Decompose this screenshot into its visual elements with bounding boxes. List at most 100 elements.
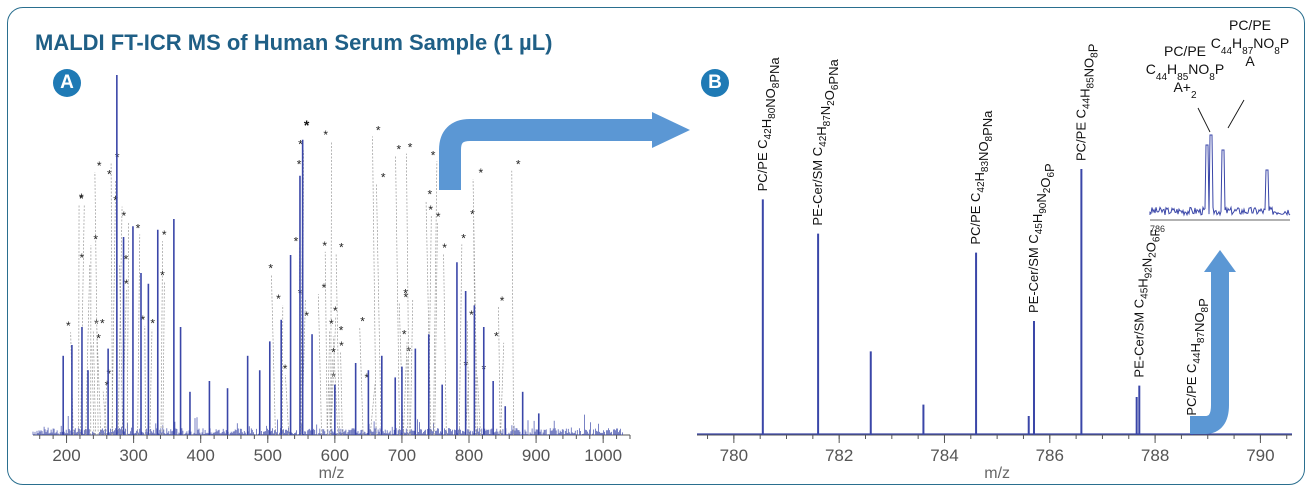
dashed-peak-line-a bbox=[500, 342, 505, 436]
dashed-peak-line-a bbox=[330, 316, 337, 436]
dashed-peak-line-a bbox=[458, 244, 463, 436]
inset-label-right: PC/PE bbox=[1229, 17, 1271, 33]
peak-asterisk-a: * bbox=[470, 208, 475, 222]
peak-asterisk-a: * bbox=[298, 138, 303, 152]
inset-axis-label: 786 bbox=[1150, 224, 1165, 234]
inset-label-right: C44H87NO8P bbox=[1211, 35, 1289, 57]
dashed-peak-line-a bbox=[473, 220, 477, 436]
peak-asterisk-a: * bbox=[100, 316, 105, 330]
peak-asterisk-a: * bbox=[360, 314, 365, 328]
dashed-peak-line-a bbox=[425, 200, 432, 436]
peak-asterisk-a: * bbox=[469, 308, 474, 322]
dashed-peak-line-a bbox=[160, 241, 163, 436]
dashed-peak-line-a bbox=[92, 329, 97, 436]
dashed-peak-line-a bbox=[119, 265, 123, 436]
dashed-peak-line-a bbox=[406, 153, 410, 436]
x-tick-label-a: 300 bbox=[119, 446, 147, 465]
inset-label-left: C44H85NO8P bbox=[1146, 61, 1224, 83]
dashed-peak-line-a bbox=[335, 253, 340, 436]
peak-asterisk-a: * bbox=[294, 235, 299, 249]
dashed-peak-line-a bbox=[317, 294, 322, 436]
x-tick-label-a: 200 bbox=[52, 446, 80, 465]
dashed-peak-line-a bbox=[328, 383, 331, 436]
dashed-peak-line-a bbox=[410, 299, 414, 436]
dashed-peak-line-a bbox=[149, 329, 153, 436]
x-tick-label-a: 800 bbox=[455, 446, 483, 465]
dashed-peak-line-a bbox=[359, 327, 364, 436]
x-tick-label-a: 700 bbox=[388, 446, 416, 465]
peak-asterisk-a: * bbox=[94, 317, 99, 331]
x-axis-label-b: m/z bbox=[984, 465, 1010, 482]
inset-label-left: A+2 bbox=[1173, 79, 1197, 101]
x-tick-label-a: 1000 bbox=[584, 446, 622, 465]
peak-asterisk-a: * bbox=[276, 292, 281, 306]
x-tick-label-b: 780 bbox=[720, 446, 748, 465]
peak-asterisk-a: * bbox=[124, 277, 129, 291]
dashed-peak-line-a bbox=[122, 290, 127, 436]
dashed-peak-line-a bbox=[434, 223, 438, 436]
peak-asterisk-a: * bbox=[304, 309, 309, 323]
inset-arrow-right bbox=[1227, 99, 1245, 129]
peak-asterisk-a: * bbox=[329, 317, 334, 331]
peak-asterisk-a: * bbox=[79, 191, 84, 205]
peak-asterisk-a: * bbox=[478, 166, 483, 180]
x-tick-label-b: 788 bbox=[1141, 446, 1169, 465]
dashed-peak-line-a bbox=[111, 180, 116, 436]
dashed-peak-line-a bbox=[330, 358, 333, 436]
dashed-peak-line-a bbox=[466, 321, 470, 436]
dashed-peak-line-a bbox=[91, 344, 95, 436]
peak-asterisk-a: * bbox=[124, 252, 129, 266]
peak-asterisk-a: * bbox=[339, 240, 344, 254]
dashed-peak-line-a bbox=[330, 140, 332, 436]
peak-label-b: PC/PE C42H80NO8PNa bbox=[755, 57, 782, 192]
peak-asterisk-a: * bbox=[442, 241, 447, 255]
peak-asterisk-a: * bbox=[79, 251, 84, 265]
panel-b-badge: B bbox=[701, 69, 729, 97]
peak-asterisk-a: * bbox=[402, 327, 407, 341]
dashed-peak-line-a bbox=[433, 161, 438, 436]
peak-asterisk-a: * bbox=[107, 367, 112, 381]
peak-asterisk-a: * bbox=[516, 158, 521, 172]
dashed-peak-line-a bbox=[85, 263, 91, 436]
x-tick-label-a: 400 bbox=[187, 446, 215, 465]
figure-title: MALDI FT-ICR MS of Human Serum Sample (1… bbox=[35, 30, 553, 55]
x-tick-label-a: 900 bbox=[522, 446, 550, 465]
peak-label-b: PE-Cer/SM C42H87N2O6PNa bbox=[810, 59, 841, 226]
peak-asterisk-a: * bbox=[403, 286, 408, 300]
peak-asterisk-a: * bbox=[403, 290, 408, 304]
peak-asterisk-a: * bbox=[283, 362, 288, 376]
peak-asterisk-a: * bbox=[96, 331, 101, 345]
peak-asterisk-a: * bbox=[66, 319, 71, 333]
inset-label-left: PC/PE bbox=[1164, 43, 1206, 59]
peak-asterisk-a: * bbox=[333, 304, 338, 318]
dashed-peak-line-a bbox=[443, 253, 447, 436]
dashed-peak-line-a bbox=[70, 332, 74, 436]
peak-asterisk-a: * bbox=[160, 269, 165, 283]
panel-link-arrow-shaft bbox=[439, 119, 655, 190]
peak-asterisk-a: * bbox=[136, 221, 141, 235]
peak-asterisk-a: * bbox=[408, 141, 413, 155]
peak-label-b: PE-Cer/SM C45H92N2O6P bbox=[1131, 228, 1162, 378]
dashed-peak-line-a bbox=[372, 136, 377, 436]
dashed-peak-line-a bbox=[403, 340, 408, 436]
main-peak-asterisk-a: * bbox=[304, 117, 310, 133]
peak-asterisk-a: * bbox=[113, 194, 118, 208]
peak-asterisk-a: * bbox=[494, 330, 499, 344]
dashed-peak-line-a bbox=[476, 375, 481, 436]
peak-asterisk-a: * bbox=[331, 345, 336, 359]
dashed-peak-line-a bbox=[103, 380, 108, 436]
dashed-peak-line-a bbox=[285, 374, 290, 436]
peak-label-b: PE-Cer/SM C45H90N2O6P bbox=[1026, 163, 1057, 313]
peak-asterisk-a: * bbox=[268, 262, 273, 276]
peak-asterisk-a: * bbox=[406, 344, 411, 358]
peak-asterisk-a: * bbox=[140, 313, 145, 327]
x-tick-label-b: 786 bbox=[1036, 446, 1064, 465]
dashed-peak-line-a bbox=[117, 206, 123, 436]
inset-arrow-left bbox=[1197, 107, 1211, 133]
peak-asterisk-a: * bbox=[339, 323, 344, 337]
inset-link-arrow-shaft bbox=[1190, 270, 1229, 434]
dashed-peak-line-a bbox=[102, 391, 107, 436]
dashed-peak-line-a bbox=[498, 306, 501, 436]
peak-asterisk-a: * bbox=[431, 148, 436, 162]
